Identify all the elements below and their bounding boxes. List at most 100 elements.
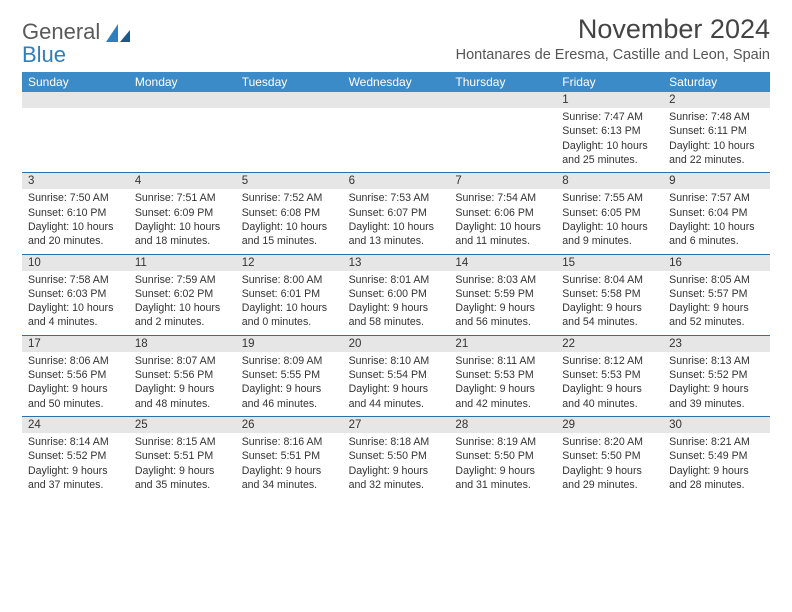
sunrise-text: Sunrise: 8:01 AM (349, 273, 444, 287)
day-number: 1 (556, 92, 663, 108)
calendar-cell (236, 92, 343, 172)
calendar-cell: 4 Sunrise: 7:51 AMSunset: 6:09 PMDaylight… (129, 172, 236, 253)
page-title: November 2024 (456, 14, 770, 45)
daylight-text: Daylight: 9 hours and 37 minutes. (28, 464, 123, 493)
calendar-cell: 27Sunrise: 8:18 AMSunset: 5:50 PMDayligh… (343, 416, 450, 497)
daylight-text: Daylight: 10 hours and 11 minutes. (455, 220, 550, 249)
daylight-text: Daylight: 9 hours and 42 minutes. (455, 382, 550, 411)
sunrise-text: Sunrise: 7:48 AM (669, 110, 764, 124)
column-header: Monday (129, 72, 236, 92)
calendar-cell: 14Sunrise: 8:03 AMSunset: 5:59 PMDayligh… (449, 254, 556, 335)
sunset-text: Sunset: 6:10 PM (28, 206, 123, 220)
sunrise-text: Sunrise: 7:50 AM (28, 191, 123, 205)
day-number: 27 (343, 417, 450, 433)
sunset-text: Sunset: 6:09 PM (135, 206, 230, 220)
day-number (129, 92, 236, 108)
sunrise-text: Sunrise: 8:18 AM (349, 435, 444, 449)
daylight-text: Daylight: 9 hours and 46 minutes. (242, 382, 337, 411)
day-info: Sunrise: 8:12 AMSunset: 5:53 PMDaylight:… (556, 352, 663, 411)
calendar-cell: 19Sunrise: 8:09 AMSunset: 5:55 PMDayligh… (236, 335, 343, 416)
day-number: 15 (556, 255, 663, 271)
daylight-text: Daylight: 10 hours and 6 minutes. (669, 220, 764, 249)
calendar-cell: 10Sunrise: 7:58 AMSunset: 6:03 PMDayligh… (22, 254, 129, 335)
sunset-text: Sunset: 5:50 PM (562, 449, 657, 463)
calendar-cell: 22Sunrise: 8:12 AMSunset: 5:53 PMDayligh… (556, 335, 663, 416)
daylight-text: Daylight: 9 hours and 35 minutes. (135, 464, 230, 493)
day-info: Sunrise: 8:20 AMSunset: 5:50 PMDaylight:… (556, 433, 663, 492)
daylight-text: Daylight: 9 hours and 54 minutes. (562, 301, 657, 330)
sunset-text: Sunset: 6:04 PM (669, 206, 764, 220)
calendar: SundayMondayTuesdayWednesdayThursdayFrid… (22, 72, 770, 497)
day-number (449, 92, 556, 108)
day-number (343, 92, 450, 108)
calendar-cell: 7Sunrise: 7:54 AMSunset: 6:06 PMDaylight… (449, 172, 556, 253)
day-number: 8 (556, 173, 663, 189)
day-number: 9 (663, 173, 770, 189)
calendar-cell: 9 Sunrise: 7:57 AMSunset: 6:04 PMDaylight… (663, 172, 770, 253)
calendar-cell (22, 92, 129, 172)
calendar-cell: 25Sunrise: 8:15 AMSunset: 5:51 PMDayligh… (129, 416, 236, 497)
sunset-text: Sunset: 6:06 PM (455, 206, 550, 220)
daylight-text: Daylight: 9 hours and 39 minutes. (669, 382, 764, 411)
logo-part2: Blue (22, 42, 66, 67)
day-number: 17 (22, 336, 129, 352)
sunrise-text: Sunrise: 8:13 AM (669, 354, 764, 368)
day-info: Sunrise: 8:16 AMSunset: 5:51 PMDaylight:… (236, 433, 343, 492)
day-number: 4 (129, 173, 236, 189)
day-number: 2 (663, 92, 770, 108)
sunrise-text: Sunrise: 7:59 AM (135, 273, 230, 287)
sunrise-text: Sunrise: 8:07 AM (135, 354, 230, 368)
calendar-cell: 17Sunrise: 8:06 AMSunset: 5:56 PMDayligh… (22, 335, 129, 416)
sunrise-text: Sunrise: 8:21 AM (669, 435, 764, 449)
calendar-cell: 18Sunrise: 8:07 AMSunset: 5:56 PMDayligh… (129, 335, 236, 416)
calendar-cell: 28Sunrise: 8:19 AMSunset: 5:50 PMDayligh… (449, 416, 556, 497)
calendar-cell: 13Sunrise: 8:01 AMSunset: 6:00 PMDayligh… (343, 254, 450, 335)
sunset-text: Sunset: 6:11 PM (669, 124, 764, 138)
daylight-text: Daylight: 9 hours and 32 minutes. (349, 464, 444, 493)
day-number: 24 (22, 417, 129, 433)
calendar-cell: 8Sunrise: 7:55 AMSunset: 6:05 PMDaylight… (556, 172, 663, 253)
sunrise-text: Sunrise: 7:57 AM (669, 191, 764, 205)
calendar-cell: 12Sunrise: 8:00 AMSunset: 6:01 PMDayligh… (236, 254, 343, 335)
sunset-text: Sunset: 5:56 PM (135, 368, 230, 382)
sunrise-text: Sunrise: 8:20 AM (562, 435, 657, 449)
sunrise-text: Sunrise: 7:47 AM (562, 110, 657, 124)
day-info: Sunrise: 8:18 AMSunset: 5:50 PMDaylight:… (343, 433, 450, 492)
day-number: 23 (663, 336, 770, 352)
sunrise-text: Sunrise: 7:51 AM (135, 191, 230, 205)
sunrise-text: Sunrise: 8:00 AM (242, 273, 337, 287)
day-info: Sunrise: 7:47 AMSunset: 6:13 PMDaylight:… (556, 108, 663, 167)
day-info: Sunrise: 8:10 AMSunset: 5:54 PMDaylight:… (343, 352, 450, 411)
daylight-text: Daylight: 10 hours and 20 minutes. (28, 220, 123, 249)
day-info: Sunrise: 8:05 AMSunset: 5:57 PMDaylight:… (663, 271, 770, 330)
sunset-text: Sunset: 6:13 PM (562, 124, 657, 138)
daylight-text: Daylight: 9 hours and 58 minutes. (349, 301, 444, 330)
sunrise-text: Sunrise: 7:54 AM (455, 191, 550, 205)
sunset-text: Sunset: 5:52 PM (669, 368, 764, 382)
calendar-cell: 15Sunrise: 8:04 AMSunset: 5:58 PMDayligh… (556, 254, 663, 335)
calendar-cell: 30Sunrise: 8:21 AMSunset: 5:49 PMDayligh… (663, 416, 770, 497)
sunset-text: Sunset: 6:05 PM (562, 206, 657, 220)
day-info: Sunrise: 8:03 AMSunset: 5:59 PMDaylight:… (449, 271, 556, 330)
sunrise-text: Sunrise: 8:16 AM (242, 435, 337, 449)
daylight-text: Daylight: 9 hours and 40 minutes. (562, 382, 657, 411)
daylight-text: Daylight: 9 hours and 29 minutes. (562, 464, 657, 493)
daylight-text: Daylight: 10 hours and 18 minutes. (135, 220, 230, 249)
day-info: Sunrise: 8:21 AMSunset: 5:49 PMDaylight:… (663, 433, 770, 492)
day-number: 20 (343, 336, 450, 352)
sunrise-text: Sunrise: 8:06 AM (28, 354, 123, 368)
sunset-text: Sunset: 6:08 PM (242, 206, 337, 220)
sunrise-text: Sunrise: 8:15 AM (135, 435, 230, 449)
calendar-cell: 26Sunrise: 8:16 AMSunset: 5:51 PMDayligh… (236, 416, 343, 497)
column-header: Friday (556, 72, 663, 92)
calendar-cell: 20Sunrise: 8:10 AMSunset: 5:54 PMDayligh… (343, 335, 450, 416)
sunset-text: Sunset: 5:51 PM (135, 449, 230, 463)
sunrise-text: Sunrise: 7:52 AM (242, 191, 337, 205)
day-number: 3 (22, 173, 129, 189)
calendar-cell: 24Sunrise: 8:14 AMSunset: 5:52 PMDayligh… (22, 416, 129, 497)
sunset-text: Sunset: 5:50 PM (455, 449, 550, 463)
sunrise-text: Sunrise: 8:12 AM (562, 354, 657, 368)
daylight-text: Daylight: 10 hours and 4 minutes. (28, 301, 123, 330)
sunset-text: Sunset: 5:55 PM (242, 368, 337, 382)
column-header: Sunday (22, 72, 129, 92)
